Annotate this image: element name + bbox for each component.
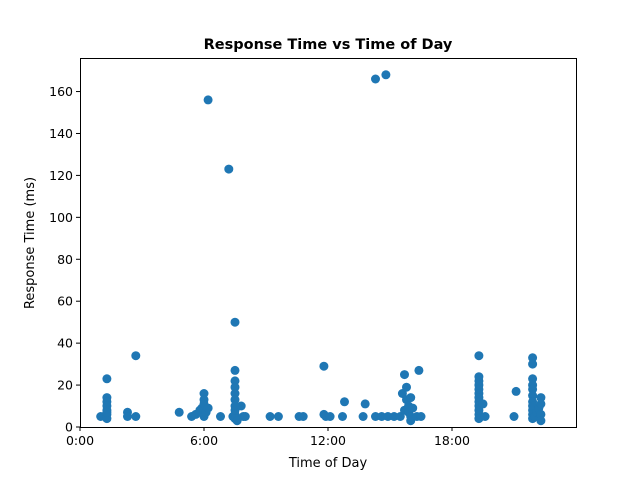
data-point xyxy=(230,376,240,386)
data-point xyxy=(224,164,234,174)
data-point xyxy=(338,412,347,421)
data-point xyxy=(230,382,240,392)
data-point xyxy=(509,412,519,421)
plot-frame xyxy=(80,58,577,428)
data-point xyxy=(265,412,275,421)
data-point xyxy=(358,412,368,421)
data-point xyxy=(319,361,329,371)
data-point xyxy=(474,351,484,361)
data-point xyxy=(480,412,490,421)
data-point xyxy=(298,412,308,421)
y-tick-label: 160 xyxy=(49,84,73,99)
data-point xyxy=(230,389,240,398)
data-point xyxy=(203,95,213,105)
data-point xyxy=(528,374,538,384)
data-point xyxy=(414,365,424,375)
data-point xyxy=(174,407,184,417)
data-point xyxy=(416,412,426,421)
data-point xyxy=(123,412,132,421)
x-tick-label: 18:00 xyxy=(434,433,470,448)
data-point xyxy=(371,412,380,421)
data-point xyxy=(402,382,411,392)
data-point xyxy=(377,412,387,421)
data-point xyxy=(340,397,349,407)
data-point xyxy=(230,365,240,375)
x-axis-label: Time of Day xyxy=(288,456,368,471)
data-point xyxy=(536,416,546,426)
data-point xyxy=(216,412,225,421)
data-point xyxy=(102,414,112,424)
y-tick-label: 0 xyxy=(65,420,73,435)
data-point xyxy=(199,389,209,398)
data-point xyxy=(131,351,141,361)
y-tick-label: 140 xyxy=(49,126,73,141)
data-point xyxy=(400,370,409,380)
data-point xyxy=(478,399,488,409)
x-tick-label: 6:00 xyxy=(190,433,218,448)
y-tick-label: 20 xyxy=(57,378,73,393)
data-point xyxy=(536,409,546,419)
data-point xyxy=(528,384,538,394)
y-tick-label: 120 xyxy=(49,168,73,183)
data-point xyxy=(360,399,370,409)
x-tick-label: 12:00 xyxy=(310,433,346,448)
data-point xyxy=(102,407,112,417)
data-point xyxy=(102,374,112,384)
data-point xyxy=(528,353,538,363)
y-tick-label: 40 xyxy=(57,336,73,351)
data-point xyxy=(230,395,240,405)
data-point xyxy=(381,70,391,80)
data-point xyxy=(536,399,546,409)
data-point xyxy=(383,412,393,421)
data-point xyxy=(528,391,538,401)
ticks-layer: 0:00 6:00 12:00 18:00 0 20 40 60 80 100 120 140 160 xyxy=(49,84,470,448)
y-axis-label: Response Time (ms) xyxy=(23,177,38,309)
data-point xyxy=(371,74,380,84)
data-point xyxy=(203,403,213,413)
data-point xyxy=(536,393,546,403)
chart-title: Response Time vs Time of Day xyxy=(204,37,453,53)
data-point xyxy=(406,393,416,403)
data-point xyxy=(240,412,250,421)
y-tick-label: 100 xyxy=(49,210,73,225)
y-tick-label: 80 xyxy=(57,252,73,267)
data-point xyxy=(408,403,418,413)
data-point xyxy=(511,386,521,396)
y-tick-label: 60 xyxy=(57,294,73,309)
data-point xyxy=(325,412,335,421)
data-point xyxy=(389,412,399,421)
points-layer xyxy=(96,70,546,426)
data-point xyxy=(273,412,283,421)
data-point xyxy=(230,317,240,327)
data-point xyxy=(131,412,141,421)
data-point xyxy=(236,401,246,411)
x-tick-label: 0:00 xyxy=(66,433,94,448)
data-point xyxy=(528,359,538,369)
